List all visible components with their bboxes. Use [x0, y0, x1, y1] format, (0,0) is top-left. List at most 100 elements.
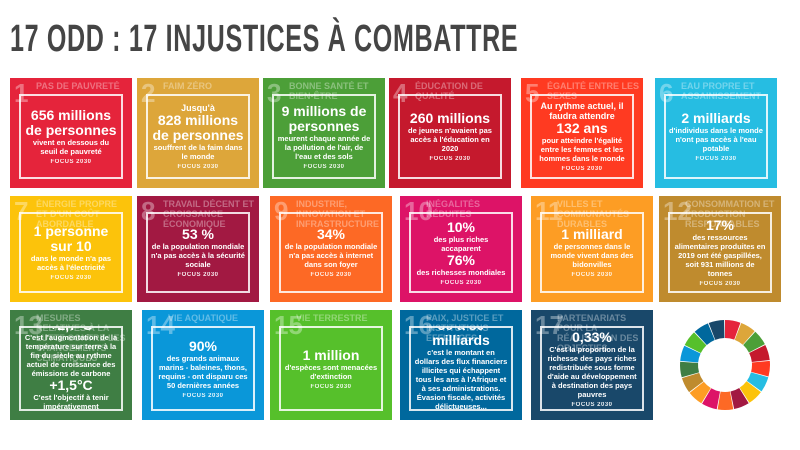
sdg-card: 16 PAIX, JUSTICE ET INSTITUTIONS EFFICACE… — [400, 310, 522, 420]
goal-name: INDUSTRIE, INNOVATION ET INFRASTRUCTURE — [296, 199, 379, 229]
sdg-card: 12 CONSOMMATION ET PRODUCTION RESPONSABLE… — [659, 196, 781, 302]
fact-stat: 50 à 80 milliards — [432, 328, 490, 348]
goal-name: ÉNERGIE PROPRE ET D'UN COÛT ABORDABLE — [36, 199, 118, 229]
goal-number: 5 — [525, 78, 540, 108]
fact-stat: 828 millions de personnes — [152, 112, 244, 143]
fact-box: 656 millions de personnes vivent en desso… — [19, 94, 123, 179]
fact-box: 10% des plus riches accaparent 76% des rich… — [409, 212, 513, 293]
fact-text: C'est l'augmentation de la température s… — [24, 332, 118, 378]
wheel-segment — [739, 381, 761, 403]
fact-lead: Jusqu'à — [181, 103, 215, 113]
fact-box: 1 million d'espèces sont menacées d'extin… — [279, 326, 383, 411]
sdg-card: 6 EAU PROPRE ET ASSAINISSEMENT 2 milliards… — [655, 78, 777, 188]
fact-text: des grands animaux marins - baleines, th… — [158, 353, 248, 390]
brand-logo: FOCUS 2030 — [303, 163, 345, 170]
goal-name: FAIM ZÉRO — [163, 81, 212, 91]
goal-number: 4 — [393, 78, 408, 108]
goal-number: 2 — [141, 78, 156, 108]
wheel-segment — [749, 344, 770, 362]
sdg-card: 14 VIE AQUATIQUE 90% des grands animaux mar… — [142, 310, 264, 420]
fact-box: 2 milliards d'individus dans le monde n'o… — [664, 94, 768, 179]
brand-logo: FOCUS 2030 — [571, 401, 613, 408]
fact-stat: +2,7°C — [49, 328, 92, 333]
fact-stat: 260 millions — [409, 110, 491, 126]
brand-logo: FOCUS 2030 — [182, 392, 224, 399]
fact-box: 1 milliard de personnes dans le monde viv… — [540, 212, 644, 293]
fact-stat: 2 milliards — [681, 110, 751, 126]
goal-number: 17 — [535, 310, 564, 340]
sdg-card: 15 VIE TERRESTRE 1 million d'espèces sont m… — [270, 310, 392, 420]
fact-text: d'espèces sont menacées d'extinction — [284, 362, 378, 381]
fact-text: meurent chaque année de la pollution de … — [277, 133, 371, 161]
wheel-segment — [743, 331, 765, 353]
fact-text: C'est l'objectif à tenir impérativement — [33, 392, 109, 411]
fact-box: 0,33% C'est la proportion de la richesse … — [540, 326, 644, 411]
fact-box: 1 personne sur 10 dans le monde n'a pas a… — [19, 212, 123, 293]
goal-name: VILLES ET COMMUNAUTÉS DURABLES — [557, 199, 629, 229]
wheel-segment — [725, 320, 741, 340]
sdg-card: 5 ÉGALITÉ ENTRE LES SEXES Au rythme actuel… — [521, 78, 643, 188]
fact-stat: 9 millions de personnes — [281, 102, 367, 134]
goal-number: 14 — [146, 310, 175, 340]
goal-name: VIE TERRESTRE — [296, 313, 368, 323]
wheel-segment — [746, 372, 769, 392]
fact-box: 90% des grands animaux marins - baleines,… — [151, 326, 255, 411]
fact-stat: 34% — [316, 226, 346, 242]
goal-number: 6 — [659, 78, 674, 108]
fact-box: Au rythme actuel, il faudra attendre 132 … — [530, 94, 634, 179]
fact-text: de jeunes n'avaient pas accès à l'éducat… — [408, 126, 492, 153]
goal-name: VIE AQUATIQUE — [168, 313, 239, 323]
wheel-segment — [680, 345, 701, 363]
goal-number: 11 — [535, 196, 563, 226]
fact-box: 34% de la population mondiale n'a pas acc… — [279, 212, 383, 293]
goal-name: BONNE SANTÉ ET BIEN-ÊTRE — [289, 81, 369, 101]
fact-text: de la population mondiale n'a pas accès … — [151, 242, 245, 269]
goal-number: 3 — [267, 78, 282, 108]
fact-stat: 90% — [188, 337, 218, 354]
brand-logo: FOCUS 2030 — [429, 156, 471, 162]
wheel-segment — [681, 372, 704, 393]
brand-logo: FOCUS 2030 — [50, 275, 92, 281]
fact-text: c'est le montant en dollars des flux fin… — [414, 347, 508, 393]
brand-logo: FOCUS 2030 — [310, 272, 352, 278]
fact-stat: 76% — [446, 251, 476, 268]
fact-stat: 10% — [446, 218, 476, 235]
fact-text: dans le monde n'a pas accès à l'électric… — [30, 254, 112, 272]
fact-text: des ressources alimentaires produites en… — [674, 233, 766, 278]
fact-text: souffrent de la faim dans le monde — [153, 143, 243, 161]
fact-text: de la population mondiale n'a pas accès … — [284, 242, 378, 269]
brand-logo: FOCUS 2030 — [695, 156, 737, 162]
wheel-segment — [734, 323, 755, 345]
wheel-segment — [680, 361, 700, 378]
sdg-wheel — [680, 320, 771, 410]
page-title: 17 ODD : 17 INJUSTICES À COMBATTRE — [10, 18, 519, 60]
sdg-card: 10 INÉGALITÉS RÉDUITES 10% des plus riches … — [400, 196, 522, 302]
wheel-segment — [751, 360, 771, 377]
wheel-segment — [689, 381, 711, 404]
goal-number: 12 — [663, 196, 692, 226]
sdg-card: 8 TRAVAIL DÉCENT ET CROISSANCE ÉCONOMIQUE… — [137, 196, 259, 302]
sdg-card: 9 INDUSTRIE, INNOVATION ET INFRASTRUCTURE… — [270, 196, 392, 302]
goal-name: EAU PROPRE ET ASSAINISSEMENT — [681, 81, 762, 101]
brand-logo: FOCUS 2030 — [177, 164, 219, 170]
fact-text: pour atteindre l'égalité entre les femme… — [539, 136, 625, 163]
fact-stat: 1 milliard — [561, 226, 623, 242]
goal-number: 10 — [404, 196, 433, 226]
goal-name: PARTENARIATS POUR LA RÉALISATION DES OBJ… — [557, 313, 639, 353]
sdg-card: 3 BONNE SANTÉ ET BIEN-ÊTRE 9 millions de p… — [263, 78, 385, 188]
goal-name: PAS DE PAUVRETÉ — [36, 81, 120, 91]
goal-number: 9 — [274, 196, 289, 226]
fact-stat: 1 personne sur 10 — [33, 223, 109, 254]
brand-logo: FOCUS 2030 — [310, 383, 352, 390]
sdg-card: 1 PAS DE PAUVRETÉ 656 millions de personne… — [10, 78, 132, 188]
goal-number: 1 — [14, 78, 29, 108]
fact-text: d'individus dans le monde n'ont pas accè… — [669, 126, 763, 153]
sdg-card: 2 FAIM ZÉRO Jusqu'à 828 millions de personn… — [137, 78, 259, 188]
brand-logo: FOCUS 2030 — [571, 272, 613, 278]
fact-text: des richesses mondiales — [416, 267, 506, 277]
brand-logo: FOCUS 2030 — [177, 272, 219, 278]
fact-stat: 132 ans — [556, 120, 608, 136]
sdg-card: 11 VILLES ET COMMUNAUTÉS DURABLES 1 millia… — [531, 196, 653, 302]
